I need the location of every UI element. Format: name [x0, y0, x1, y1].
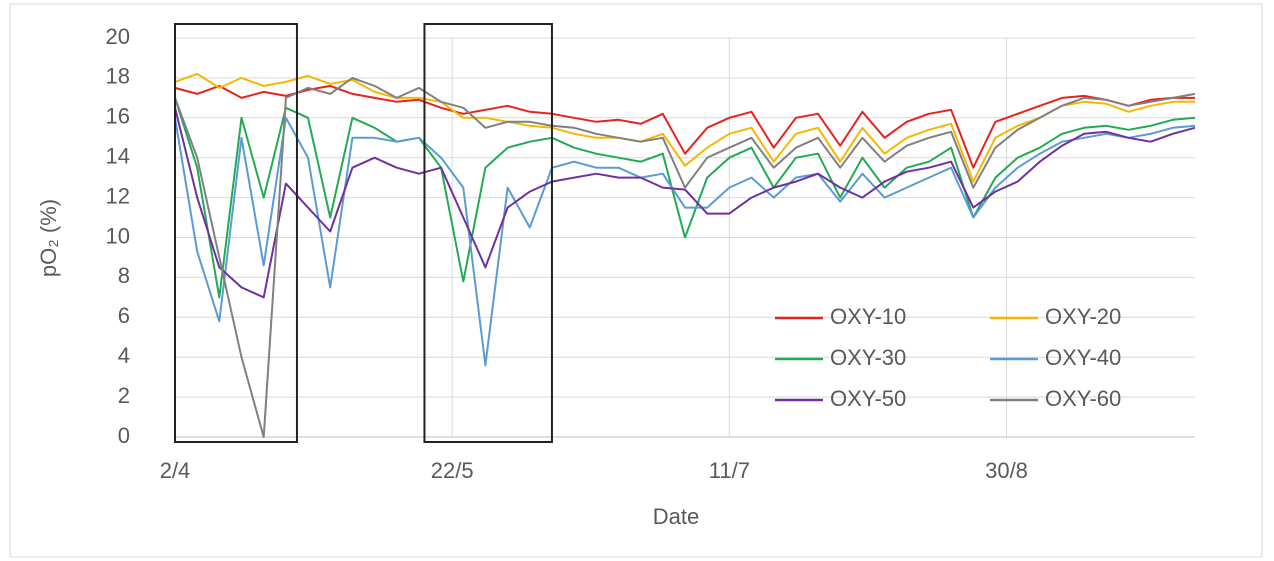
- y-tick-label: 4: [118, 343, 130, 368]
- x-tick-label: 2/4: [160, 458, 191, 483]
- y-axis-label: pO₂ (%): [36, 199, 61, 277]
- y-tick-label: 14: [106, 144, 130, 169]
- legend-label: OXY-30: [830, 345, 906, 370]
- y-tick-label: 2: [118, 383, 130, 408]
- y-tick-label: 12: [106, 183, 130, 208]
- legend-label: OXY-10: [830, 304, 906, 329]
- y-tick-label: 6: [118, 303, 130, 328]
- legend-label: OXY-20: [1045, 304, 1121, 329]
- legend-label: OXY-40: [1045, 345, 1121, 370]
- series-line: [174, 107, 1196, 299]
- series-line: [174, 97, 1196, 299]
- legend-label: OXY-50: [830, 386, 906, 411]
- highlight-box: [423, 23, 553, 443]
- x-axis-label: Date: [653, 504, 699, 529]
- series-line: [174, 72, 1195, 183]
- y-tick-label: 0: [118, 423, 130, 448]
- x-tick-label: 30/8: [985, 458, 1028, 483]
- y-tick-label: 18: [106, 64, 130, 89]
- y-tick-label: 20: [106, 24, 130, 49]
- highlight-box: [174, 23, 298, 443]
- x-tick-label: 11/7: [709, 458, 750, 483]
- legend-label: OXY-60: [1045, 386, 1121, 411]
- x-tick-label: 22/5: [431, 458, 474, 483]
- chart-frame: [9, 3, 1263, 558]
- series-line: [174, 76, 1196, 438]
- y-tick-label: 8: [118, 263, 130, 288]
- y-tick-label: 16: [106, 104, 130, 129]
- series-line: [174, 84, 1195, 169]
- y-tick-label: 10: [106, 223, 130, 248]
